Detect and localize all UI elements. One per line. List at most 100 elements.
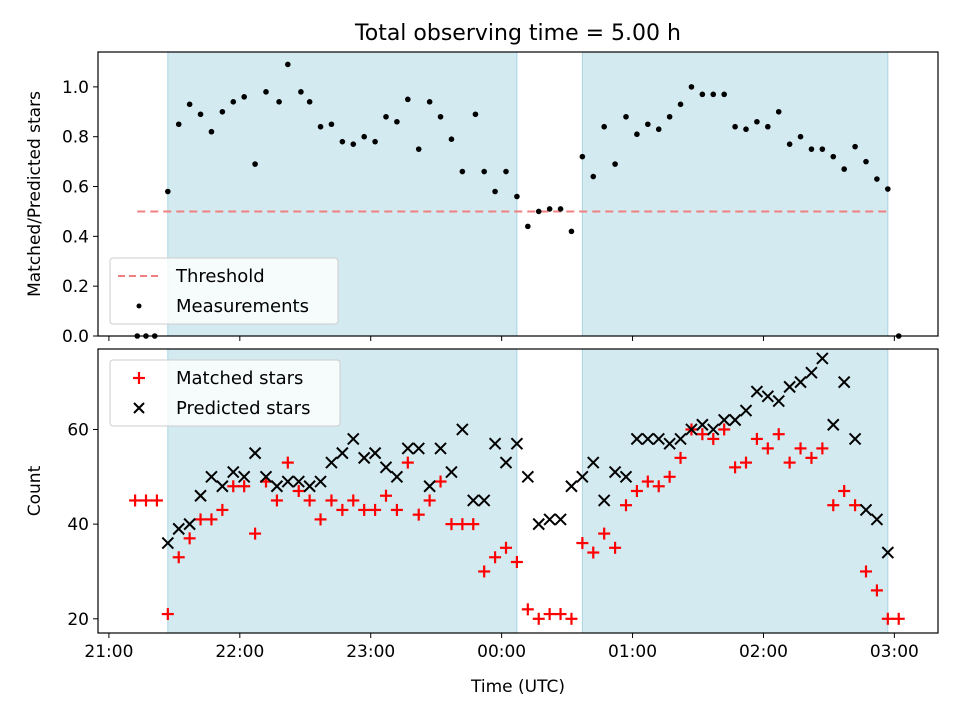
predicted-star-marker: [237, 470, 251, 484]
matched-star-marker: [478, 565, 491, 578]
matched-star-marker: [543, 608, 556, 621]
measurement-point: [568, 228, 575, 235]
predicted-star-marker: [248, 446, 262, 460]
matched-star-marker: [216, 503, 229, 516]
predicted-star-marker: [565, 480, 578, 493]
matched-star-marker: [292, 485, 305, 497]
matched-star-marker: [314, 513, 327, 526]
y-tick-label: 0.2: [62, 277, 89, 297]
matched-star-marker: [467, 518, 480, 531]
predicted-star-marker: [314, 475, 327, 488]
matched-star-marker: [609, 541, 622, 554]
matched-star-marker: [772, 428, 785, 441]
matched-star-marker: [434, 475, 447, 488]
matched-star-marker: [718, 423, 731, 436]
predicted-star-marker: [521, 470, 535, 484]
predicted-star-marker: [379, 461, 393, 474]
measurement-point: [298, 89, 304, 95]
predicted-star-marker: [576, 470, 589, 484]
measurement-point: [885, 186, 891, 192]
matched-star-marker: [750, 432, 763, 445]
measurement-point: [579, 153, 586, 160]
measurement-point: [655, 126, 662, 133]
predicted-star-marker: [303, 480, 316, 493]
matched-star-marker: [641, 475, 654, 488]
predicted-star-marker: [172, 522, 185, 536]
matched-star-marker: [816, 442, 829, 455]
matched-star-marker: [303, 494, 316, 507]
predicted-star-marker: [281, 475, 295, 488]
measurement-point: [405, 96, 411, 103]
matched-star-marker: [849, 499, 862, 512]
matched-star-marker: [205, 513, 218, 526]
legend-threshold-label: Threshold: [175, 266, 265, 287]
predicted-star-marker: [761, 390, 775, 403]
matched-star-marker: [129, 494, 142, 507]
measurement-point: [394, 118, 400, 125]
predicted-star-marker: [728, 413, 742, 427]
matched-star-marker: [881, 612, 894, 625]
predicted-star-marker: [227, 465, 240, 479]
bottom-y-axis-label: Count: [25, 465, 45, 516]
measurement-point: [472, 111, 479, 118]
matched-star-marker: [805, 451, 818, 464]
matched-star-marker: [227, 480, 240, 493]
x-tick-label: 00:00: [477, 642, 526, 662]
matched-star-marker: [445, 518, 458, 531]
measurement-point: [765, 123, 771, 130]
top-legend: Threshold Measurements: [109, 257, 339, 325]
matched-star-marker: [630, 485, 643, 497]
y-tick-label: 20: [67, 610, 89, 630]
matched-star-marker: [729, 461, 742, 474]
legend-predicted-swatch: [133, 402, 145, 414]
measurement-point: [677, 101, 684, 108]
predicted-star-marker: [259, 470, 273, 484]
predicted-star-marker: [357, 451, 371, 465]
predicted-star-marker: [325, 456, 338, 469]
measurement-point: [481, 168, 487, 175]
predicted-star-marker: [423, 480, 436, 493]
measurement-point: [808, 146, 815, 152]
legend-measurements-swatch: [136, 303, 142, 309]
y-tick-label: 0.6: [62, 178, 89, 198]
matched-star-marker: [281, 456, 294, 469]
predicted-star-marker: [161, 536, 175, 550]
axes-frame: [97, 51, 939, 337]
matched-star-marker: [860, 565, 872, 578]
measurement-point: [601, 123, 607, 130]
measurement-point: [219, 108, 226, 115]
measurement-point: [819, 146, 826, 152]
matched-star-marker: [783, 456, 796, 469]
matched-star-marker: [249, 527, 262, 540]
matched-star-marker: [358, 503, 371, 516]
matched-star-marker: [794, 442, 807, 455]
measurement-point: [448, 136, 455, 142]
measurement-point: [285, 61, 291, 68]
predicted-star-marker: [205, 470, 218, 484]
measurement-point: [372, 138, 378, 145]
legend-matched-label: Matched stars: [176, 368, 303, 389]
predicted-star-marker: [543, 513, 556, 526]
measurement-point: [306, 99, 313, 105]
x-tick-label: 21:00: [84, 642, 133, 662]
predicted-star-marker: [750, 385, 764, 398]
matched-star-marker: [140, 494, 152, 507]
measurement-point: [699, 91, 706, 98]
predicted-star-marker: [783, 380, 796, 394]
predicted-star-marker: [336, 446, 349, 460]
predicted-star-marker: [467, 494, 480, 507]
measurement-point: [535, 208, 542, 215]
predicted-star-marker: [739, 404, 753, 417]
predicted-star-marker: [216, 480, 229, 493]
measurement-point: [841, 166, 847, 172]
matched-star-marker: [827, 499, 840, 512]
matched-star-marker: [892, 612, 905, 625]
matched-star-marker: [510, 556, 523, 568]
matched-star-marker: [696, 428, 709, 441]
measurement-point: [590, 173, 597, 180]
measurement-point: [263, 89, 269, 95]
matched-star-marker: [740, 456, 752, 469]
measurement-point: [666, 113, 673, 120]
matched-star-marker: [456, 518, 469, 531]
matched-star-marker: [336, 503, 349, 516]
